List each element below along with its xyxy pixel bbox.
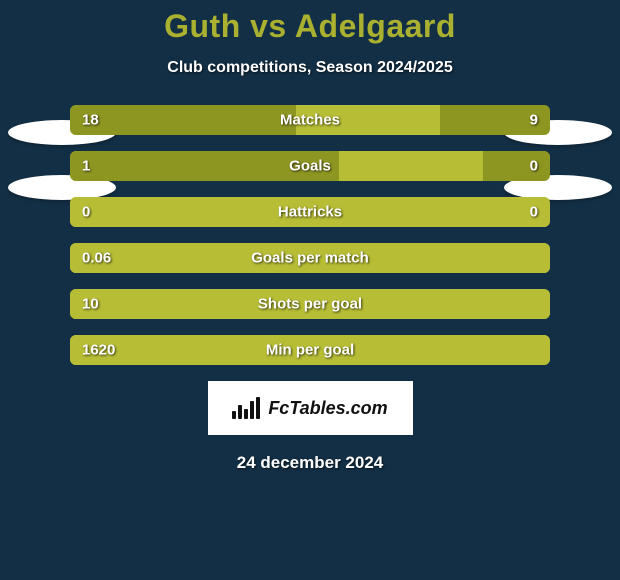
- fctables-logo: FcTables.com: [208, 381, 413, 435]
- stat-label: Goals: [289, 158, 331, 175]
- stat-right-value: 9: [530, 112, 538, 129]
- stat-row: 1620 Min per goal: [70, 335, 550, 365]
- stat-left-value: 0: [82, 204, 90, 221]
- stat-row: 1 Goals 0: [70, 151, 550, 181]
- stat-left-value: 1620: [82, 342, 115, 359]
- logo-text: FcTables.com: [268, 398, 387, 419]
- stat-row: 18 Matches 9: [70, 105, 550, 135]
- date: 24 december 2024: [0, 453, 620, 473]
- stat-seg-right: [483, 151, 550, 181]
- stat-row: 10 Shots per goal: [70, 289, 550, 319]
- stat-left-value: 18: [82, 112, 99, 129]
- stat-label: Hattricks: [278, 204, 342, 221]
- stat-row: 0.06 Goals per match: [70, 243, 550, 273]
- logo-bars-icon: [232, 397, 262, 419]
- stats-rows: 18 Matches 9 1 Goals 0 0 Hattricks 0 0.06 Goals pe…: [70, 105, 550, 365]
- subtitle: Club competitions, Season 2024/2025: [0, 59, 620, 77]
- stat-seg-mid: [339, 151, 483, 181]
- stat-row: 0 Hattricks 0: [70, 197, 550, 227]
- comparison-card: Guth vs Adelgaard Club competitions, Sea…: [0, 0, 620, 580]
- stat-left-value: 10: [82, 296, 99, 313]
- stat-left-value: 0.06: [82, 250, 111, 267]
- page-title: Guth vs Adelgaard: [0, 8, 620, 45]
- stat-right-value: 0: [530, 204, 538, 221]
- stat-left-value: 1: [82, 158, 90, 175]
- stat-right-value: 0: [530, 158, 538, 175]
- stat-label: Goals per match: [251, 250, 369, 267]
- stat-label: Matches: [280, 112, 340, 129]
- stat-seg-left: [70, 105, 296, 135]
- stat-label: Min per goal: [266, 342, 354, 359]
- stat-label: Shots per goal: [258, 296, 362, 313]
